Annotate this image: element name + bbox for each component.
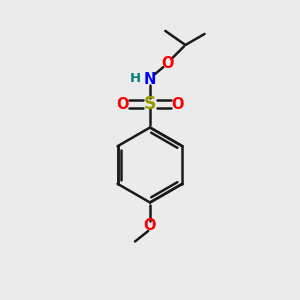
Text: S: S [144,95,156,113]
Text: O: O [117,97,129,112]
Text: O: O [161,56,174,70]
Text: O: O [171,97,183,112]
Text: N: N [144,72,156,87]
Text: O: O [144,218,156,233]
Text: H: H [130,72,141,85]
